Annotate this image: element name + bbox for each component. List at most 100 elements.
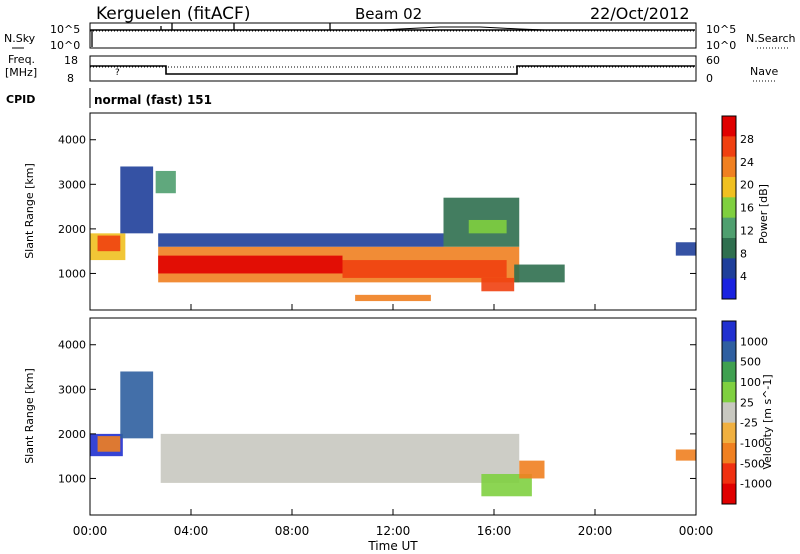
x-tick-label: 00:00 xyxy=(679,524,714,538)
velocity-colorbar-frame xyxy=(721,320,737,505)
x-tick-label: 16:00 xyxy=(477,524,512,538)
velocity-colorbar-tick: 500 xyxy=(740,356,761,369)
velocity-panel-frame xyxy=(89,317,697,516)
noise-left-tick-bottom: 10^0 xyxy=(50,39,80,52)
velocity-colorbar-tick: 25 xyxy=(740,396,754,409)
beam-title: Beam 02 xyxy=(355,5,422,23)
power-heatmap xyxy=(90,166,696,302)
power-colorbar-swatch xyxy=(722,278,736,300)
power-region xyxy=(481,277,515,292)
x-tick-label: 20:00 xyxy=(578,524,613,538)
freq-left-label-1: Freq. xyxy=(8,53,35,66)
power-colorbar-tick: 12 xyxy=(740,224,754,237)
velocity-colorbar-swatch xyxy=(722,321,736,342)
velocity-heatmap xyxy=(90,371,696,497)
power-colorbar-swatch xyxy=(722,217,736,239)
velocity-colorbar-tick: -1000 xyxy=(740,478,772,491)
cpid-label: CPID xyxy=(6,93,35,106)
power-ytick-label: 4000 xyxy=(58,134,86,147)
freq-marker: ? xyxy=(115,68,120,78)
power-region xyxy=(514,264,565,283)
velocity-region xyxy=(97,436,121,452)
noise-right-tick-top: 10^5 xyxy=(706,23,736,36)
velocity-colorbar-tick: -500 xyxy=(740,457,765,470)
noise-right-label: N.Search xyxy=(746,32,796,45)
power-region xyxy=(158,233,444,247)
power-colorbar-tick: 4 xyxy=(740,270,747,283)
freq-left-label-2: [MHz] xyxy=(5,66,37,79)
power-colorbar-swatch xyxy=(722,177,736,198)
velocity-ytick-label: 3000 xyxy=(58,383,86,396)
velocity-y-ticks: 1000 2000 3000 4000 xyxy=(58,339,696,485)
power-ytick-label: 1000 xyxy=(58,267,86,280)
freq-left-tick-top: 18 xyxy=(64,54,78,67)
velocity-colorbar-swatch xyxy=(722,341,736,363)
power-colorbar-tick: 24 xyxy=(740,156,754,169)
velocity-colorbar-tick: 100 xyxy=(740,376,761,389)
velocity-region xyxy=(675,449,696,461)
freq-right-tick-top: 60 xyxy=(706,54,720,67)
velocity-colorbar-swatch xyxy=(722,463,736,485)
velocity-colorbar-swatch xyxy=(722,361,736,383)
freq-left-tick-bottom: 8 xyxy=(67,72,74,85)
noise-left-label: N.Sky xyxy=(4,32,36,45)
power-region xyxy=(675,242,696,256)
noise-bump xyxy=(379,26,546,31)
velocity-colorbar-swatch xyxy=(722,402,736,424)
x-tick-label: 12:00 xyxy=(376,524,411,538)
power-region xyxy=(158,255,343,274)
noise-panel: N.Sky 10^5 10^0 10^5 10^0 N.Search xyxy=(4,22,796,52)
velocity-colorbar-tick: -25 xyxy=(740,417,758,430)
velocity-ytick-label: 1000 xyxy=(58,472,86,485)
power-y-label: Slant Range [km] xyxy=(23,163,36,259)
power-panel: 1000 2000 3000 4000 Slant Range [km] 4 8 12 16… xyxy=(23,112,770,311)
noise-panel-frame xyxy=(89,22,697,49)
power-colorbar-tick: 8 xyxy=(740,247,747,260)
power-colorbar: 4 8 12 16 20 24 28 xyxy=(721,115,754,300)
velocity-region xyxy=(481,473,532,497)
power-region xyxy=(120,166,154,234)
velocity-colorbar-tick: 1000 xyxy=(740,335,768,348)
power-colorbar-swatch xyxy=(722,197,736,219)
cpid-panel: CPID normal (fast) 151 xyxy=(6,88,212,108)
power-region xyxy=(355,294,431,302)
x-axis-label: Time UT xyxy=(367,539,418,553)
x-tick-label: 08:00 xyxy=(275,524,310,538)
velocity-region xyxy=(160,433,520,483)
x-tick-label: 00:00 xyxy=(73,524,108,538)
freq-panel: Freq. [MHz] 18 8 60 0 Nave ? xyxy=(5,53,778,85)
station-title: Kerguelen (fitACF) xyxy=(96,4,250,24)
velocity-colorbar-label: Velocity [m s^-1] xyxy=(761,374,774,469)
power-colorbar-swatch xyxy=(722,156,736,178)
power-colorbar-frame xyxy=(721,115,737,300)
freq-panel-frame xyxy=(89,55,697,82)
velocity-y-label: Slant Range [km] xyxy=(23,368,36,464)
velocity-ytick-label: 2000 xyxy=(58,428,86,441)
velocity-colorbar-tick: -100 xyxy=(740,437,765,450)
velocity-region xyxy=(120,371,154,439)
power-region xyxy=(342,260,507,278)
power-region xyxy=(155,170,176,194)
power-ytick-label: 2000 xyxy=(58,223,86,236)
noise-spikes xyxy=(160,23,331,30)
velocity-colorbar-swatch xyxy=(722,483,736,505)
power-y-ticks: 1000 2000 3000 4000 xyxy=(58,134,696,280)
power-colorbar-swatch xyxy=(722,136,736,158)
power-region xyxy=(468,219,507,234)
x-axis: 00:00 04:00 08:00 12:00 16:00 20:00 00:00 xyxy=(73,304,714,538)
power-colorbar-tick: 16 xyxy=(740,202,754,215)
power-colorbar-swatch xyxy=(722,238,736,259)
freq-right-tick-bottom: 0 xyxy=(706,72,713,85)
power-colorbar-swatch xyxy=(722,116,736,137)
noise-left-tick-top: 10^5 xyxy=(50,23,80,36)
velocity-region xyxy=(519,460,545,479)
velocity-colorbar-swatch xyxy=(722,422,736,444)
velocity-colorbar-swatch xyxy=(722,382,736,403)
power-ytick-label: 3000 xyxy=(58,178,86,191)
date-title: 22/Oct/2012 xyxy=(590,4,690,23)
power-colorbar-tick: 28 xyxy=(740,133,754,146)
freq-line xyxy=(90,65,695,75)
velocity-ytick-label: 4000 xyxy=(58,339,86,352)
velocity-colorbar-swatch xyxy=(722,443,736,464)
